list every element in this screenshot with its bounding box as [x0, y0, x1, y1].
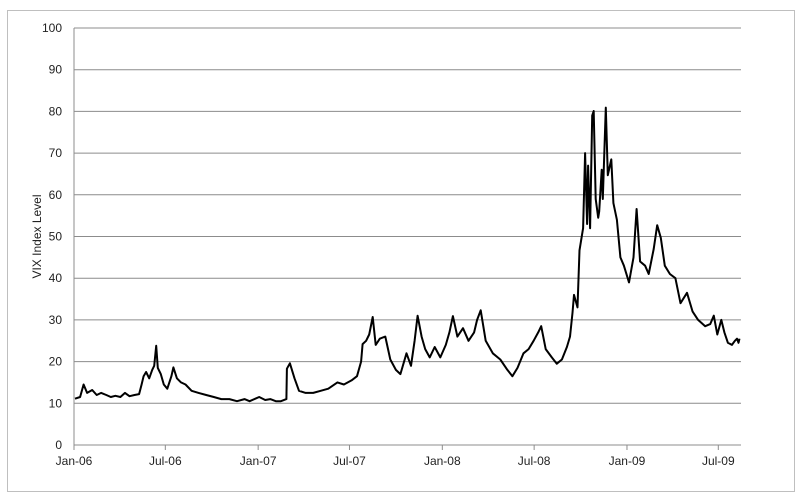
chart-frame: [7, 10, 795, 492]
y-tick-label: 70: [49, 146, 63, 160]
x-tick-label: Jan-08: [424, 454, 461, 468]
y-tick-label: 40: [49, 271, 63, 285]
y-tick-label: 60: [49, 188, 63, 202]
x-tick-label: Jan-09: [609, 454, 646, 468]
y-axis-title: VIX Index Level: [30, 194, 44, 278]
y-tick-label: 20: [49, 355, 63, 369]
y-tick-label: 90: [49, 63, 63, 77]
x-tick-label: Jul-06: [149, 454, 182, 468]
x-tick-label: Jul-09: [702, 454, 735, 468]
y-tick-label: 10: [49, 396, 63, 410]
x-tick-label: Jul-07: [333, 454, 366, 468]
x-tick-label: Jul-08: [518, 454, 551, 468]
vix-series-line: [74, 106, 741, 403]
y-tick-label: 50: [49, 230, 63, 244]
y-tick-label: 30: [49, 313, 63, 327]
x-tick-label: Jan-06: [56, 454, 93, 468]
x-tick-label: Jan-07: [240, 454, 277, 468]
y-tick-label: 80: [49, 104, 63, 118]
y-tick-label: 0: [55, 438, 62, 452]
y-tick-label: 100: [42, 21, 62, 35]
